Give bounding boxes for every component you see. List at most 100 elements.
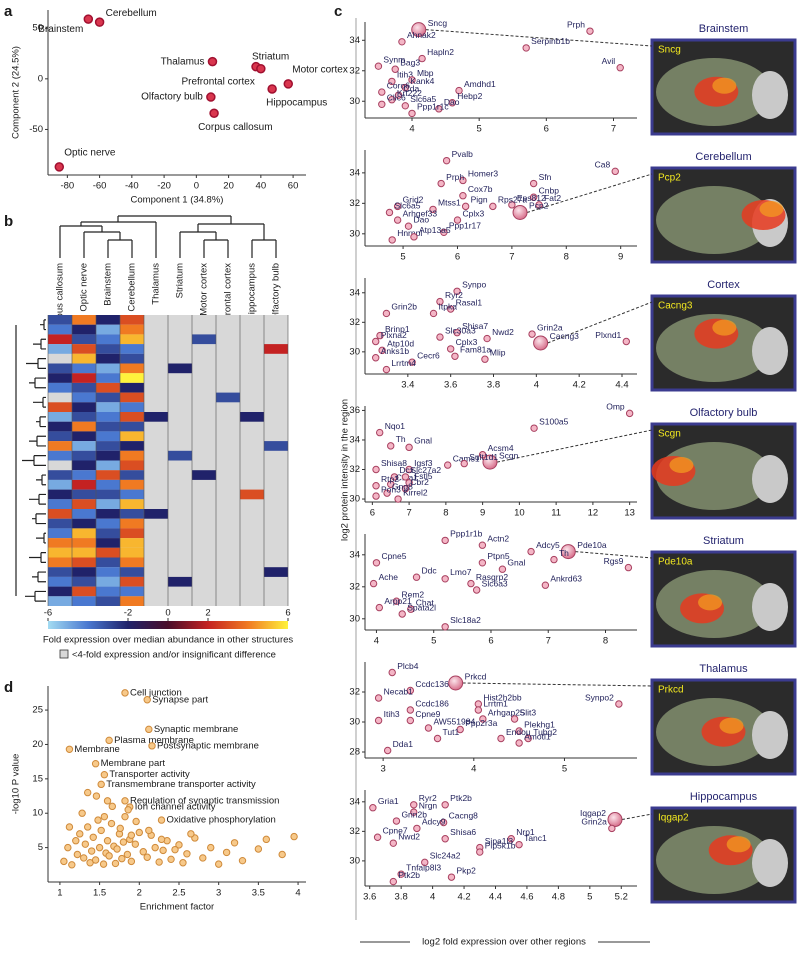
data-point <box>378 346 386 355</box>
data-point <box>97 826 105 835</box>
heatmap-cell <box>168 450 192 461</box>
point-label: Cecr6 <box>417 350 440 360</box>
heatmap-cell <box>48 567 72 577</box>
data-point <box>374 62 383 70</box>
point-label: Transporter activity <box>109 769 190 780</box>
point-label: Rem2 <box>401 589 424 599</box>
data-point <box>446 345 455 353</box>
data-point <box>498 565 507 573</box>
data-point <box>207 843 215 852</box>
point-label: Cams1 <box>453 453 480 463</box>
x-tick-label: 3 <box>216 888 221 899</box>
heatmap-cell <box>120 353 144 364</box>
data-point <box>441 623 449 631</box>
heatmap-cell <box>72 538 96 548</box>
heatmap-cell <box>72 576 96 587</box>
heatmap-cell <box>48 596 72 606</box>
data-point <box>100 812 109 821</box>
data-point <box>467 579 475 588</box>
point-label: Nwd2 <box>492 327 514 337</box>
heatmap-cell <box>72 470 96 480</box>
point-label: Ccdc136 <box>415 679 449 689</box>
heatmap-cell <box>72 392 96 403</box>
pointer-arrow <box>462 682 653 687</box>
data-point <box>413 824 421 833</box>
data-point <box>474 700 483 708</box>
data-point <box>94 17 105 27</box>
y-tick-label: 32 <box>349 464 360 475</box>
y-tick-label: 28 <box>349 747 360 758</box>
x-tick-label: 4 <box>374 636 379 647</box>
heatmap-cell <box>120 547 144 558</box>
data-point <box>405 479 413 487</box>
point-label: Brinp1 <box>385 324 410 334</box>
data-point <box>478 541 487 549</box>
data-point <box>529 179 538 188</box>
point-label: Gnal <box>507 557 525 567</box>
x-tick-label: 4 <box>295 888 300 899</box>
data-point <box>256 63 266 74</box>
heatmap-cell <box>192 470 216 480</box>
brain-cerebellum <box>752 71 788 119</box>
x-tick-label: 40 <box>256 181 267 192</box>
point-label: Arhgap25 <box>488 707 525 717</box>
point-label: Grin2a <box>581 817 607 827</box>
data-point <box>418 54 426 63</box>
heatmap-cell <box>72 509 96 519</box>
x-tick-label: 5 <box>477 124 482 135</box>
data-point <box>527 547 535 556</box>
data-point <box>472 586 481 594</box>
data-point <box>124 806 132 814</box>
data-point <box>131 840 140 848</box>
data-point <box>586 27 594 35</box>
point-label: Ptk2b <box>450 793 472 803</box>
image-label: Sncg <box>658 45 681 56</box>
y-tick-label: -50 <box>29 124 43 135</box>
data-point <box>171 845 179 854</box>
data-point <box>80 854 88 862</box>
point-label: Ahnak2 <box>407 30 436 40</box>
point-label: Prkcd <box>465 671 487 681</box>
point-label: Brainstem <box>38 24 83 35</box>
data-point <box>83 788 92 797</box>
point-label: Ankrd63 <box>550 573 582 583</box>
x-tick-label: 3.8 <box>487 380 500 391</box>
y-tick-label: 30 <box>349 96 360 107</box>
data-point <box>105 852 113 860</box>
data-point <box>387 480 395 488</box>
heatmap-cell <box>96 334 120 345</box>
point-label: Th <box>396 434 406 444</box>
data-point <box>387 442 395 450</box>
heatmap-cell <box>96 528 120 539</box>
x-axis-title: Component 1 (34.8%) <box>131 195 224 206</box>
x-tick-label: 4 <box>534 380 539 391</box>
heatmap-cell <box>48 450 72 461</box>
point-label: Mbp <box>417 68 434 78</box>
data-point <box>535 201 543 209</box>
data-point <box>68 861 76 869</box>
x-tick-label: 7 <box>611 124 616 135</box>
panel-letter: a <box>4 3 13 20</box>
point-label: Cacng8 <box>449 811 479 821</box>
point-label: Amdhd1 <box>464 79 496 89</box>
point-label: Cerebellum <box>106 8 157 19</box>
data-point <box>474 706 483 714</box>
x-tick-label: 5.2 <box>615 892 628 903</box>
point-label: Lrrtm1 <box>483 698 508 708</box>
data-point <box>448 675 464 691</box>
point-label: Slc6a5 <box>410 94 436 104</box>
data-point <box>401 473 410 481</box>
point-label: Actn2 <box>487 533 509 543</box>
x-tick-label: 3.4 <box>401 380 414 391</box>
point-label: Slc30a3 <box>445 325 476 335</box>
pointer-arrow <box>621 813 653 821</box>
point-label: Slc27a2 <box>410 465 441 475</box>
y-tick-label: 32 <box>349 65 360 76</box>
heatmap-cell <box>120 421 144 432</box>
point-label: Fstl5 <box>414 471 433 481</box>
point-label: Ryr2 <box>419 793 437 803</box>
point-label: Ppp1r17 <box>449 221 481 231</box>
data-point <box>429 309 438 318</box>
data-point <box>408 358 416 366</box>
point-label: Striatum <box>252 51 289 62</box>
